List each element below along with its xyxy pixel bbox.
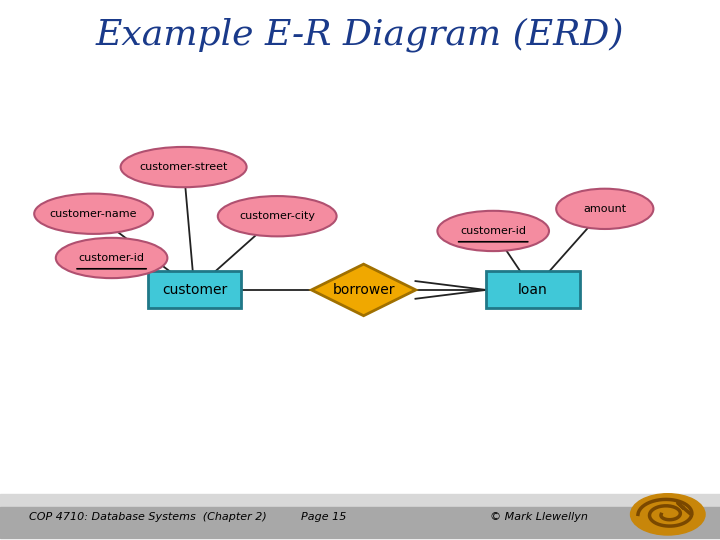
Bar	[0, 507, 720, 538]
Text: customer-street: customer-street	[140, 162, 228, 172]
Text: customer: customer	[162, 283, 227, 297]
Text: customer-name: customer-name	[50, 209, 138, 219]
Text: amount: amount	[583, 204, 626, 214]
Text: Page 15: Page 15	[301, 512, 347, 522]
FancyBboxPatch shape	[148, 272, 241, 308]
Ellipse shape	[56, 238, 167, 278]
Bar	[0, 494, 720, 507]
Ellipse shape	[35, 194, 153, 234]
Text: loan: loan	[518, 283, 548, 297]
Ellipse shape	[438, 211, 549, 251]
FancyBboxPatch shape	[486, 272, 580, 308]
Text: customer-city: customer-city	[239, 211, 315, 221]
Text: customer-id: customer-id	[460, 226, 526, 236]
Circle shape	[631, 494, 705, 535]
Text: Example E-R Diagram (ERD): Example E-R Diagram (ERD)	[96, 17, 624, 52]
Text: customer-id: customer-id	[78, 253, 145, 263]
Polygon shape	[311, 264, 416, 316]
Text: borrower: borrower	[333, 283, 395, 297]
Text: COP 4710: Database Systems  (Chapter 2): COP 4710: Database Systems (Chapter 2)	[29, 512, 266, 522]
Text: © Mark Llewellyn: © Mark Llewellyn	[490, 512, 588, 522]
Ellipse shape	[121, 147, 247, 187]
Ellipse shape	[556, 188, 654, 229]
Ellipse shape	[217, 196, 337, 237]
